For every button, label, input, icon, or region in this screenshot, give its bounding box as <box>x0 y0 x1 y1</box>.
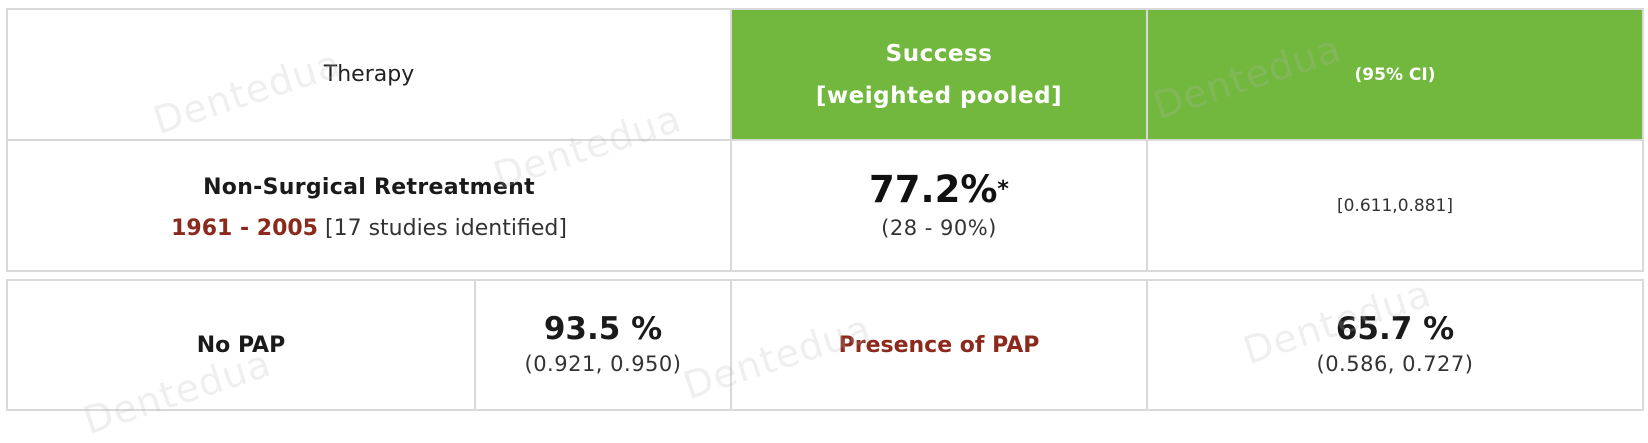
ci-cell: [0.611,0.881] <box>1146 139 1644 272</box>
header-success-line1: Success <box>885 40 993 67</box>
pap-table: No PAP 93.5 % (0.921, 0.950) Presence of… <box>6 279 1644 411</box>
header-ci: (95% CI) <box>1146 8 1644 141</box>
presence-pap-label: Presence of PAP <box>838 332 1040 358</box>
table-row: Non-Surgical Retreatment 1961 - 2005 [17… <box>6 139 1644 272</box>
no-pap-value-cell: 93.5 % (0.921, 0.950) <box>474 279 732 411</box>
header-success: Success [weighted pooled] <box>730 8 1148 141</box>
success-cell: 77.2%* (28 - 90%) <box>730 139 1148 272</box>
header-row: Therapy Success [weighted pooled] (95% C… <box>6 8 1644 141</box>
header-ci-label: (95% CI) <box>1354 64 1436 85</box>
success-range: (28 - 90%) <box>881 215 997 240</box>
success-value-line: 77.2%* <box>732 168 1146 212</box>
results-table: Therapy Success [weighted pooled] (95% C… <box>6 8 1644 272</box>
header-success-line2: [weighted pooled] <box>815 82 1063 109</box>
success-marker: * <box>997 176 1009 202</box>
no-pap-value: 93.5 % <box>543 311 663 347</box>
header-therapy-label: Therapy <box>323 62 415 87</box>
therapy-studies: [17 studies identified] <box>325 215 567 241</box>
header-therapy: Therapy <box>6 8 732 141</box>
presence-pap-value-cell: 65.7 % (0.586, 0.727) <box>1146 279 1644 411</box>
presence-pap-label-cell: Presence of PAP <box>730 279 1148 411</box>
therapy-name: Non-Surgical Retreatment <box>203 174 535 200</box>
no-pap-label-cell: No PAP <box>6 279 476 411</box>
presence-pap-ci: (0.586, 0.727) <box>1316 352 1474 376</box>
therapy-details: 1961 - 2005 [17 studies identified] <box>8 211 730 247</box>
therapy-cell: Non-Surgical Retreatment 1961 - 2005 [17… <box>6 139 732 272</box>
therapy-years: 1961 - 2005 <box>171 215 318 241</box>
success-value: 77.2% <box>869 167 998 211</box>
no-pap-ci: (0.921, 0.950) <box>524 352 682 376</box>
ci-value: [0.611,0.881] <box>1336 195 1453 216</box>
no-pap-label: No PAP <box>196 332 286 358</box>
presence-pap-value: 65.7 % <box>1335 311 1455 347</box>
table-row: No PAP 93.5 % (0.921, 0.950) Presence of… <box>6 279 1644 411</box>
